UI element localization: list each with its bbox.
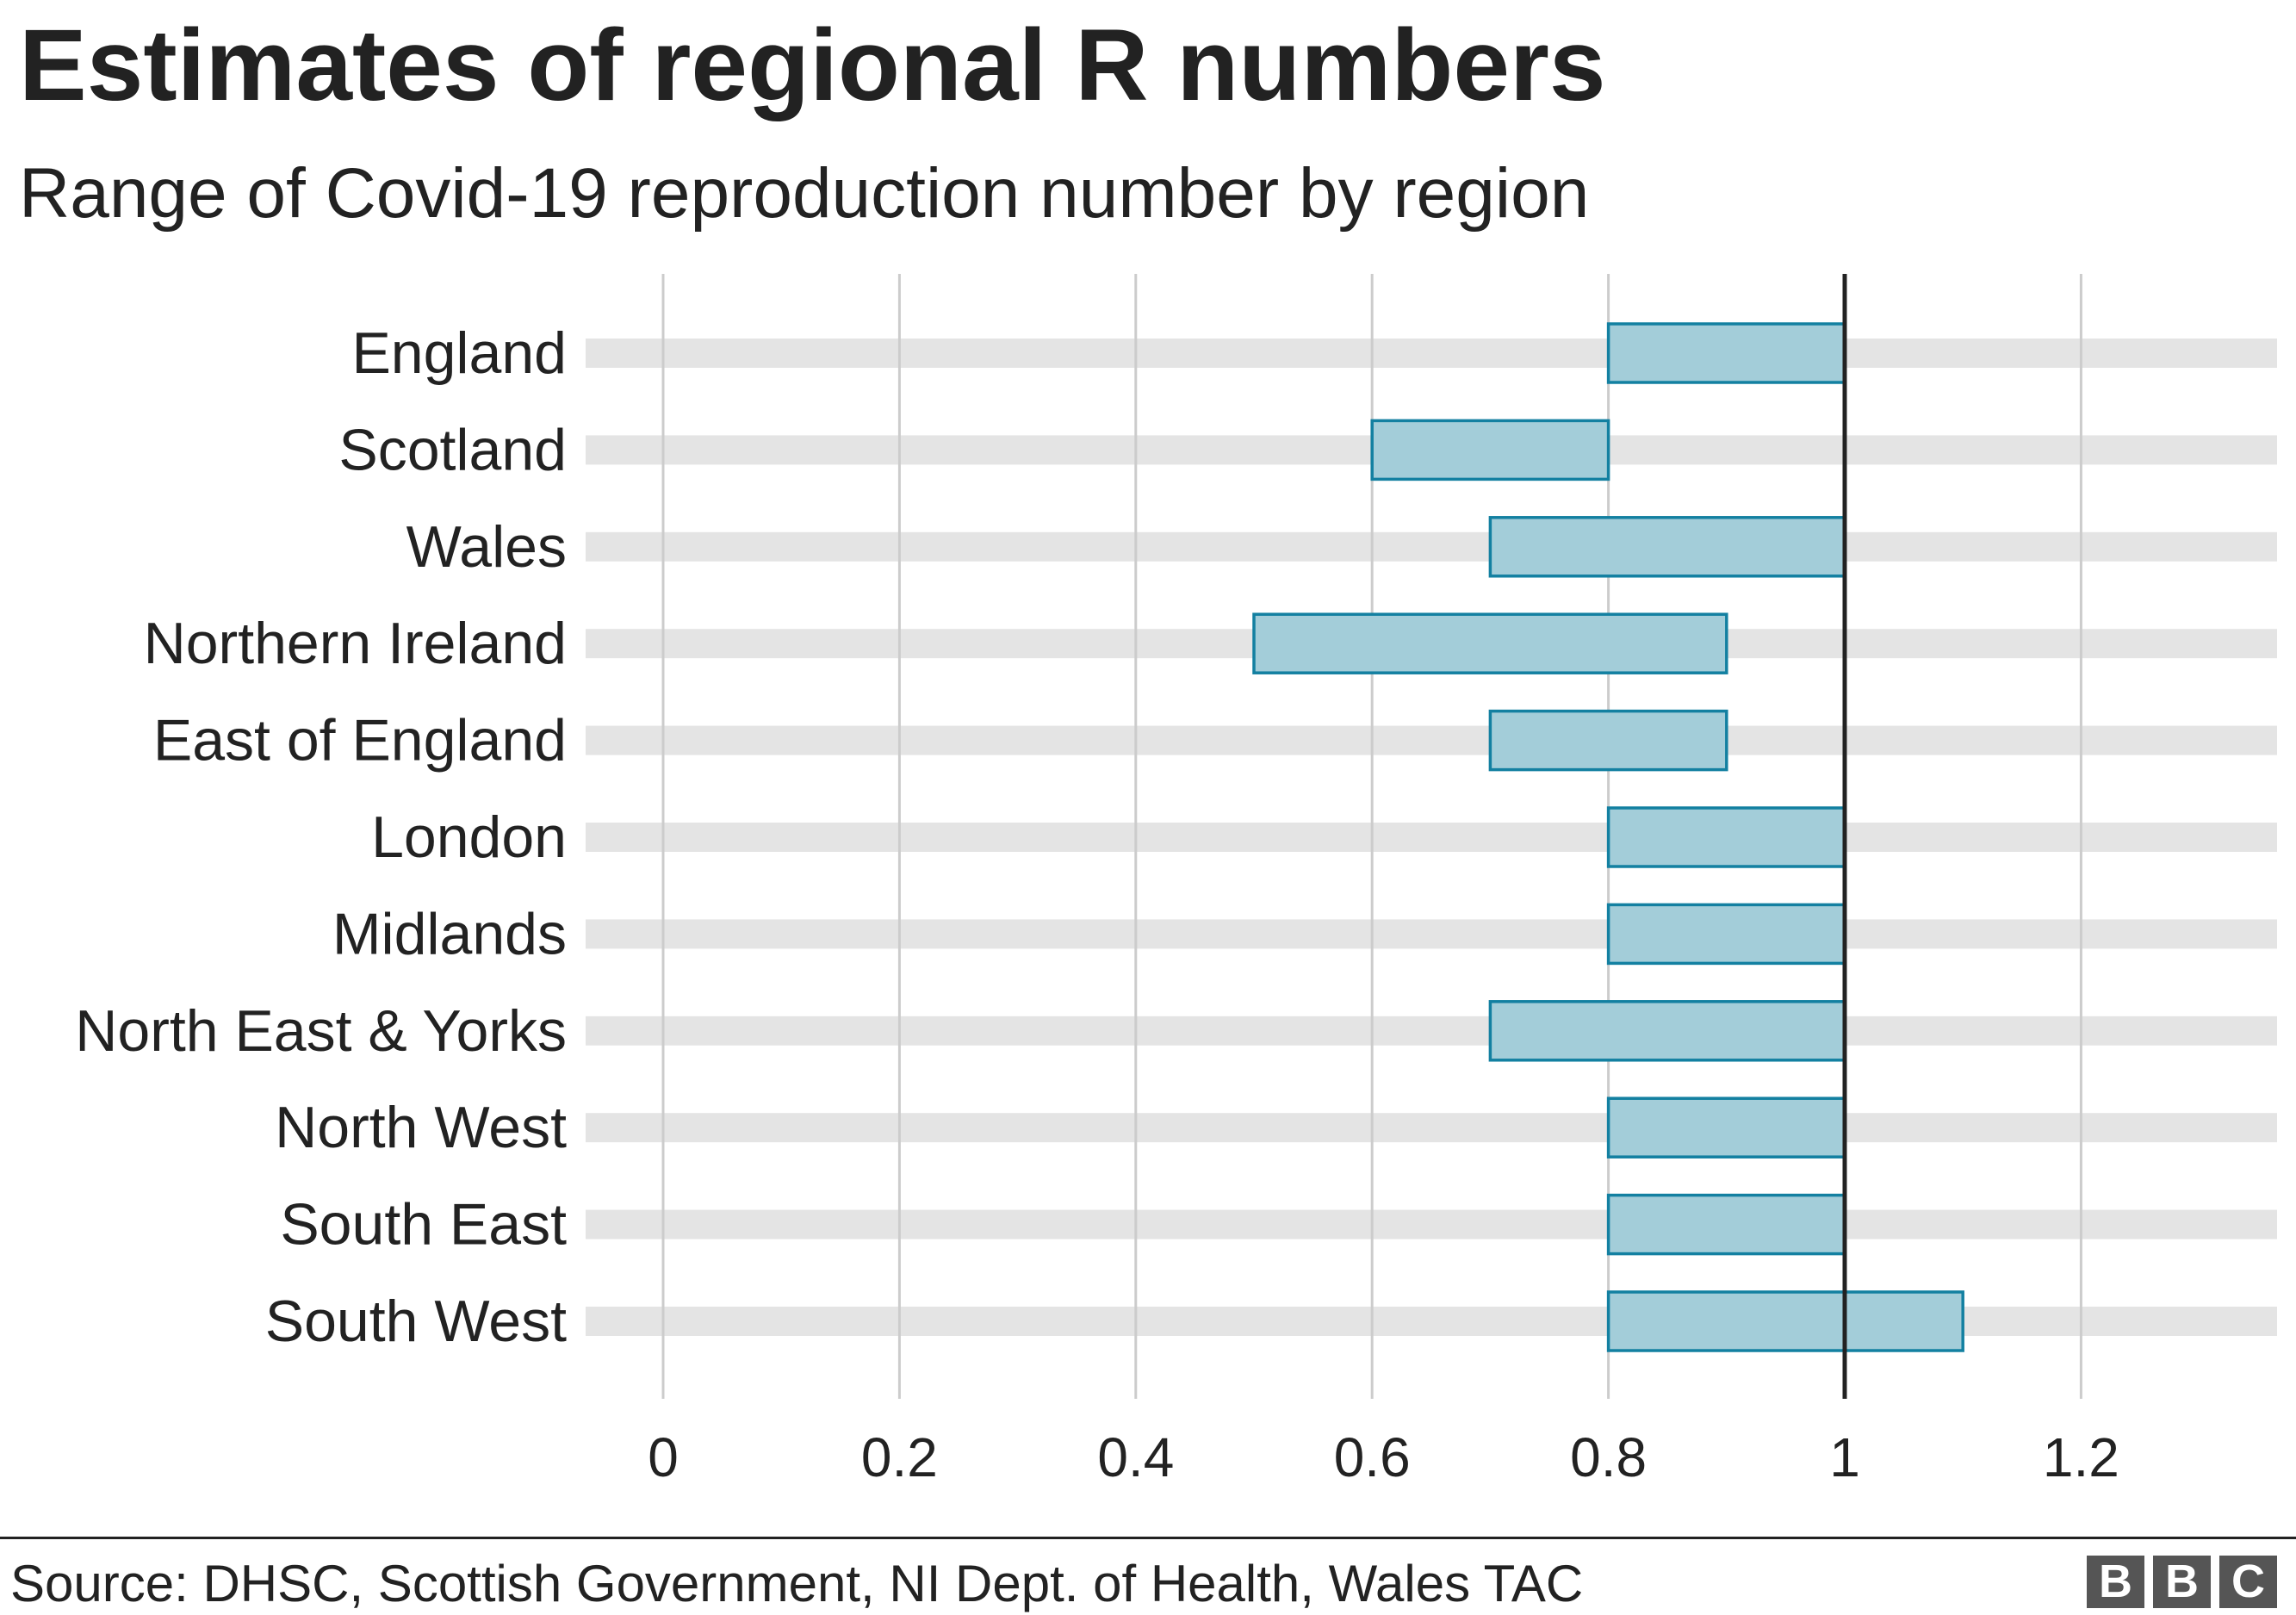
range-bar (1488, 1000, 1846, 1062)
range-bar (1488, 516, 1846, 578)
range-bar (1606, 1096, 1846, 1158)
category-label: North West (275, 1095, 567, 1160)
chart-title: Estimates of regional R numbers (19, 9, 1606, 122)
x-tick-label: 0 (648, 1426, 679, 1488)
range-bar (1370, 419, 1610, 481)
row-band (586, 531, 2277, 562)
category-label: England (351, 320, 567, 386)
chart-subtitle: Range of Covid-19 reproduction number by… (19, 154, 1590, 233)
x-tick-label: 1.2 (2043, 1426, 2119, 1488)
row-band (586, 339, 2277, 368)
row-band (586, 1209, 2277, 1239)
category-label: South East (280, 1192, 567, 1258)
row-band (586, 919, 2277, 949)
x-tick-label: 0.2 (861, 1426, 938, 1488)
row-band (586, 823, 2277, 852)
range-bar (1606, 806, 1846, 868)
category-label: Wales (406, 514, 567, 580)
x-tick-label: 0.6 (1334, 1426, 1411, 1488)
x-tick-label: 0.4 (1097, 1426, 1174, 1488)
range-bar (1488, 709, 1728, 772)
footer-divider (0, 1537, 2296, 1539)
category-label: London (371, 804, 567, 870)
row-band (586, 725, 2277, 755)
category-label: East of England (153, 708, 567, 773)
category-label: Northern Ireland (144, 611, 567, 676)
category-label: Midlands (332, 901, 567, 966)
x-tick-label: 1 (1829, 1426, 1860, 1488)
category-label: South West (265, 1289, 567, 1354)
source-note: Source: DHSC, Scottish Government, NI De… (10, 1555, 1584, 1612)
range-bar (1606, 1193, 1846, 1256)
range-bar (1606, 322, 1846, 384)
row-band (586, 1307, 2277, 1336)
range-bar-chart: England Scotland Wales Northern Ireland East… (75, 274, 2277, 1488)
row-band (586, 1016, 2277, 1046)
x-tick-label: 0.8 (1570, 1426, 1647, 1488)
bbc-logo-letter: B (2087, 1556, 2144, 1608)
bbc-logo-letter: C (2219, 1556, 2277, 1608)
range-bar (1606, 903, 1846, 966)
row-band (586, 1113, 2277, 1143)
range-bar (1252, 612, 1728, 674)
category-label: North East & Yorks (75, 998, 567, 1064)
bbc-logo: B B C (2087, 1556, 2277, 1608)
range-bar (1606, 1290, 1964, 1352)
category-label: Scotland (338, 417, 567, 482)
bbc-logo-letter: B (2153, 1556, 2211, 1608)
